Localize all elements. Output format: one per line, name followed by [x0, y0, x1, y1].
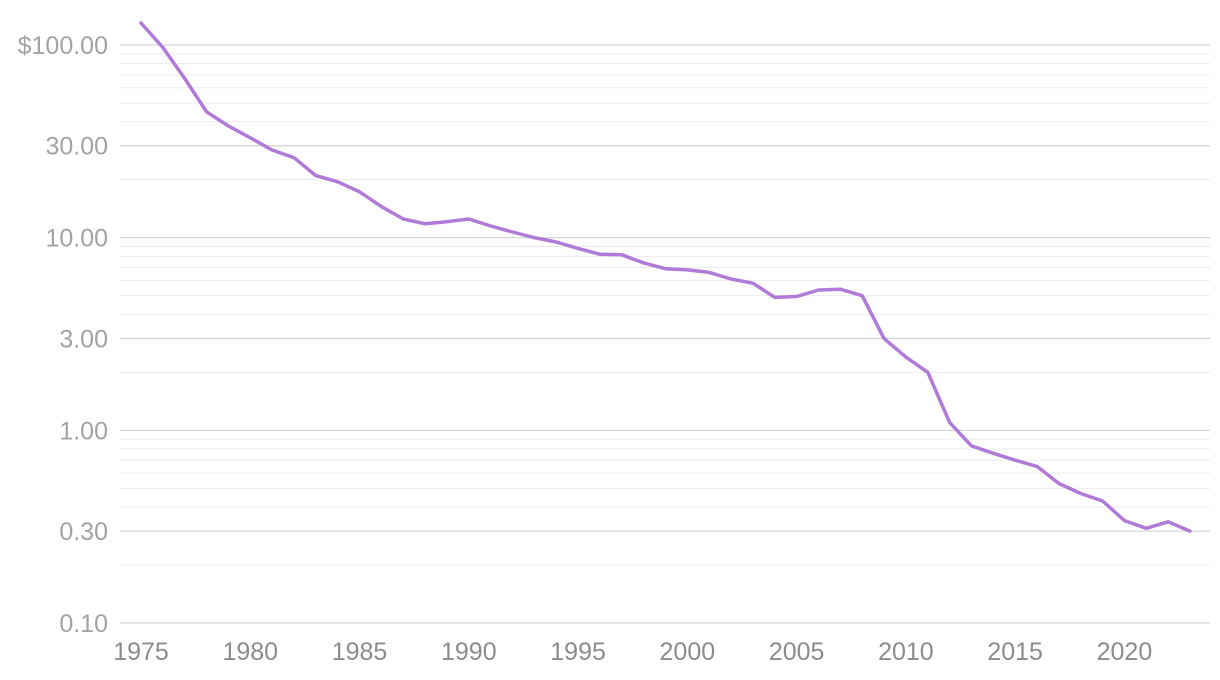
y-tick-label: 1.00 — [59, 417, 108, 445]
y-tick-label: 10.00 — [45, 225, 108, 253]
series-line — [139, 21, 1192, 533]
x-tick-label: 2010 — [878, 638, 934, 666]
series-lines — [139, 21, 1192, 533]
y-tick-label: 0.30 — [59, 518, 108, 546]
x-tick-label: 2020 — [1097, 638, 1153, 666]
x-axis-tick-labels: 1975 1980 1985 1990 1995 2000 2005 2010 2015 2020 — [113, 638, 1152, 666]
x-tick-label: 1980 — [222, 638, 278, 666]
x-tick-label: 2015 — [987, 638, 1043, 666]
x-tick-label: 1985 — [332, 638, 388, 666]
minor-gridlines — [120, 44, 1210, 624]
y-tick-label: 30.00 — [45, 133, 108, 161]
x-tick-label: 1975 — [113, 638, 169, 666]
x-tick-label: 2000 — [660, 638, 716, 666]
y-tick-label: 0.10 — [59, 610, 108, 638]
y-tick-label: 3.00 — [59, 325, 108, 353]
y-axis-tick-labels: $100.00 30.00 10.00 3.00 1.00 0.30 0.10 — [18, 32, 108, 638]
x-tick-label: 2005 — [769, 638, 825, 666]
x-tick-label: 1995 — [550, 638, 606, 666]
major-gridlines — [120, 44, 1210, 624]
x-tick-label: 1990 — [441, 638, 497, 666]
y-tick-label: $100.00 — [18, 32, 108, 60]
